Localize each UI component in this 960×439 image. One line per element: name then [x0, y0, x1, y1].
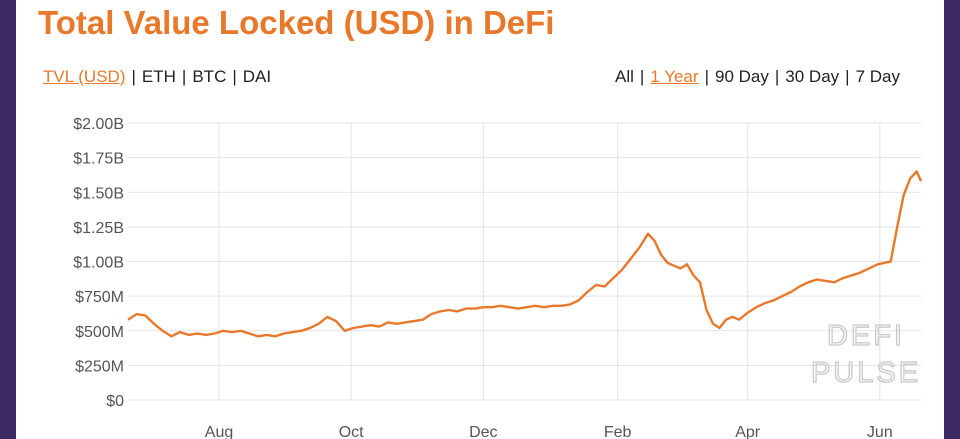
x-tick-label: Aug: [205, 424, 233, 439]
tab-tvl-usd[interactable]: TVL (USD): [43, 67, 126, 86]
y-tick-label: $1.25B: [73, 220, 124, 237]
separator: |: [639, 67, 645, 86]
x-tick-label: Apr: [735, 424, 761, 439]
y-tick-label: $0: [106, 393, 124, 410]
separator: |: [845, 67, 850, 86]
tvl-series-line: [127, 170, 923, 338]
y-axis-ticks: $0 $250M $500M $750M $1.00B $1.25B $1.50B $1.75…: [73, 116, 124, 410]
tab-eth[interactable]: ETH: [141, 67, 176, 86]
y-tick-label: $1.50B: [73, 185, 124, 202]
tvl-line-chart: $0 $250M $500M $750M $1.00B $1.25B $1.50B $1.75…: [73, 116, 923, 439]
x-axis-ticks: Aug Oct Dec Feb Apr Jun: [205, 424, 893, 439]
range-all[interactable]: All: [615, 67, 634, 86]
separator: |: [774, 67, 780, 86]
chart-card: Total Value Locked (USD) in DeFi TVL (US…: [16, 0, 944, 439]
range-tabs: All | 1 Year | 90 Day | 30 Day | 7 Day: [615, 67, 900, 87]
range-7-day[interactable]: 7 Day: [855, 67, 900, 86]
y-tick-label: $500M: [75, 324, 124, 341]
x-tick-label: Oct: [339, 424, 364, 439]
separator: |: [131, 67, 136, 86]
defi-pulse-watermark: DEFI PULSE: [810, 319, 921, 389]
x-tick-label: Dec: [469, 424, 497, 439]
tab-dai[interactable]: DAI: [242, 67, 272, 86]
watermark-text: DEFI: [827, 320, 905, 352]
page-title: Total Value Locked (USD) in DeFi: [38, 4, 555, 41]
y-tick-label: $1.00B: [73, 255, 124, 272]
x-tick-label: Jun: [867, 424, 893, 439]
range-1-year[interactable]: 1 Year: [650, 67, 699, 86]
watermark-text: PULSE: [811, 357, 921, 389]
x-tick-label: Feb: [604, 424, 632, 439]
separator: |: [704, 67, 709, 86]
y-tick-label: $250M: [75, 358, 124, 375]
y-tick-label: $2.00B: [73, 116, 124, 133]
tab-btc[interactable]: BTC: [192, 67, 227, 86]
separator: |: [181, 67, 187, 86]
chart-grid: [128, 122, 921, 401]
y-tick-label: $1.75B: [73, 151, 124, 168]
range-90-day[interactable]: 90 Day: [714, 67, 769, 86]
metric-tabs: TVL (USD) | ETH | BTC | DAI: [43, 67, 271, 87]
y-tick-label: $750M: [75, 289, 124, 306]
separator: |: [232, 67, 237, 86]
range-30-day[interactable]: 30 Day: [785, 67, 840, 86]
